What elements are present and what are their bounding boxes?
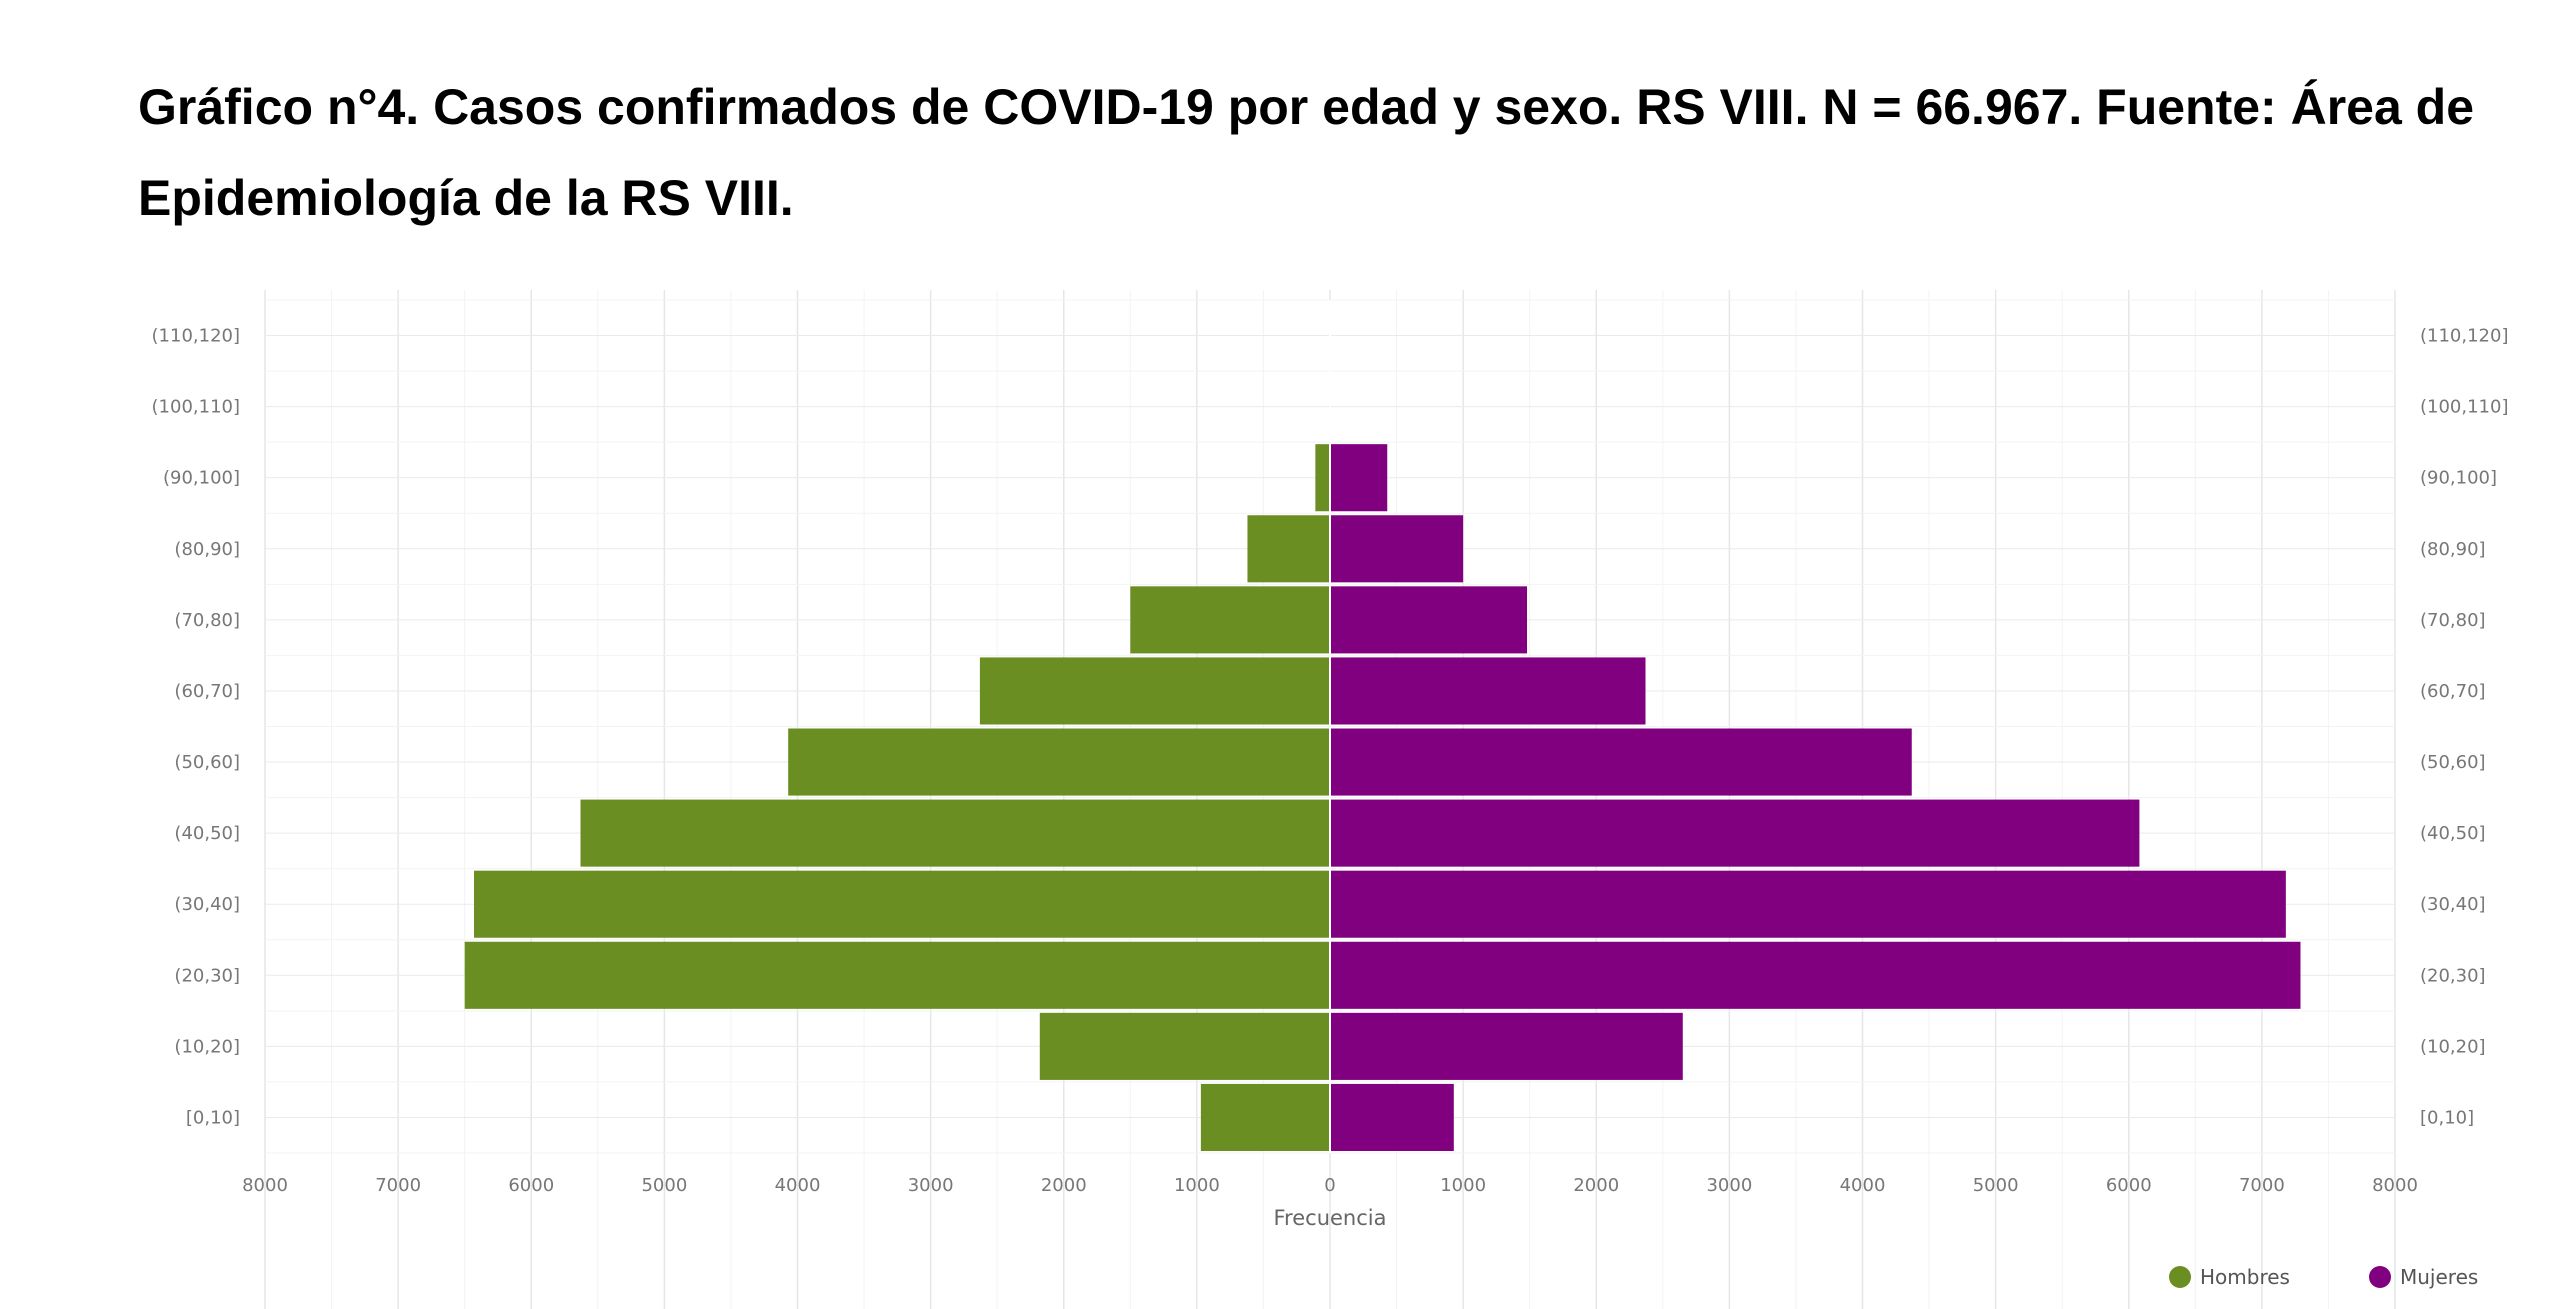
bar-mujeres-(10,20] [1330,1012,1683,1080]
x-tick-label: 0 [1324,1175,1335,1196]
y-tick-label-left: (10,20] [174,1036,240,1057]
y-tick-label-left: (90,100] [163,468,240,489]
y-tick-label-right: (40,50] [2420,823,2486,844]
y-tick-label-right: [0,10] [2420,1107,2474,1128]
y-tick-label-right: (50,60] [2420,752,2486,773]
x-tick-label: 5000 [1973,1175,2019,1196]
bars [464,300,2301,1153]
y-tick-label-left: (20,30] [174,965,240,986]
legend-label-mujeres[interactable]: Mujeres [2400,1265,2478,1289]
y-tick-label-right: (10,20] [2420,1036,2486,1057]
bar-mujeres-(70,80] [1330,586,1528,654]
y-tick-label-right: (20,30] [2420,965,2486,986]
bar-hombres-[0,10] [1200,1083,1330,1151]
bar-mujeres-(50,60] [1330,728,1912,796]
y-tick-label-right: (80,90] [2420,539,2486,560]
y-tick-label-left: (60,70] [174,681,240,702]
y-tick-label-left: (30,40] [174,894,240,915]
y-tick-label-left: (110,120] [152,326,240,347]
y-tick-label-left: (80,90] [174,539,240,560]
y-tick-labels-left: [0,10] (10,20] (20,30] (30,40] (40,50] (50,60… [152,326,240,1129]
bar-mujeres-(60,70] [1330,657,1646,725]
legend-marker-hombres[interactable] [2169,1266,2191,1288]
x-tick-labels: 8000 7000 6000 5000 4000 3000 2000 1000 0 1000 200… [242,1175,2418,1196]
bar-hombres-(90,100] [1315,444,1330,512]
x-tick-label: 2000 [1573,1175,1619,1196]
y-tick-label-right: (100,110] [2420,397,2508,418]
x-tick-label: 4000 [1840,1175,1886,1196]
y-tick-label-right: (110,120] [2420,326,2508,347]
x-tick-label: 1000 [1174,1175,1220,1196]
legend-label-hombres[interactable]: Hombres [2200,1265,2290,1289]
legend-marker-mujeres[interactable] [2369,1266,2391,1288]
x-tick-label: 4000 [775,1175,821,1196]
x-tick-label: 6000 [508,1175,554,1196]
bar-mujeres-[0,10] [1330,1083,1454,1151]
x-tick-label: 3000 [1706,1175,1752,1196]
y-tick-label-right: (60,70] [2420,681,2486,702]
y-tick-label-left: (50,60] [174,752,240,773]
y-tick-label-right: (70,80] [2420,610,2486,631]
x-tick-label: 5000 [641,1175,687,1196]
x-tick-label: 8000 [2372,1175,2418,1196]
y-tick-label-right: (90,100] [2420,468,2497,489]
bar-hombres-(80,90] [1247,515,1330,583]
bar-mujeres-(20,30] [1330,941,2301,1009]
y-tick-label-left: (40,50] [174,823,240,844]
x-axis-label: Frecuencia [1274,1206,1387,1230]
bar-hombres-(60,70] [979,657,1330,725]
bar-mujeres-(40,50] [1330,799,2140,867]
chart-title: Gráfico n°4. Casos confirmados de COVID-… [138,79,2475,226]
x-tick-label: 6000 [2106,1175,2152,1196]
x-tick-label: 3000 [908,1175,954,1196]
y-tick-label-right: (30,40] [2420,894,2486,915]
x-tick-label: 7000 [2239,1175,2285,1196]
legend: Hombres Mujeres [2169,1265,2478,1289]
bar-hombres-(50,60] [788,728,1330,796]
bar-hombres-(10,20] [1039,1012,1330,1080]
x-tick-label: 1000 [1440,1175,1486,1196]
bar-mujeres-(80,90] [1330,515,1464,583]
y-tick-label-left: (100,110] [152,397,240,418]
bar-mujeres-(30,40] [1330,870,2286,938]
y-tick-labels-right: [0,10] (10,20] (20,30] (30,40] (40,50] (50,60… [2420,326,2508,1129]
bar-hombres-(30,40] [474,870,1331,938]
x-tick-label: 2000 [1041,1175,1087,1196]
bar-mujeres-(90,100] [1330,444,1388,512]
bar-hombres-(20,30] [464,941,1330,1009]
x-tick-label: 7000 [375,1175,421,1196]
y-tick-label-left: [0,10] [186,1107,240,1128]
x-tick-label: 8000 [242,1175,288,1196]
bar-hombres-(70,80] [1130,586,1330,654]
bar-hombres-(40,50] [580,799,1330,867]
y-tick-label-left: (70,80] [174,610,240,631]
